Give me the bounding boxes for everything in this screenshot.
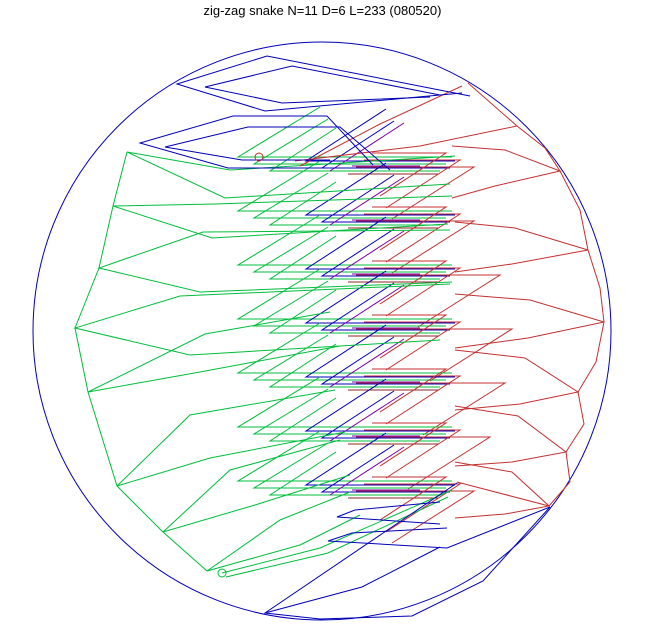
snake-path-segment-90 <box>451 145 562 199</box>
snake-path-segment-8 <box>356 166 476 220</box>
snake-path-segment-78 <box>126 151 456 199</box>
snake-path-segment-91 <box>454 221 589 273</box>
snake-path-segment-94 <box>454 405 568 467</box>
snake-path-segment-11 <box>236 160 452 212</box>
snake-path-segment-13 <box>268 181 440 226</box>
snake-path-segment-109 <box>264 546 441 614</box>
snake-path-segment-100 <box>565 391 585 453</box>
snake-path-segment-104 <box>204 65 441 104</box>
snake-path-segment-98 <box>587 249 605 323</box>
snake-path-segment-88 <box>294 82 519 162</box>
snake-path-segment-81 <box>73 283 451 356</box>
snake-path-segment-84 <box>162 439 351 533</box>
snake-path-segment-70 <box>320 444 450 493</box>
snake-path-segment-85 <box>206 491 361 572</box>
snake-path-segment-86 <box>221 489 453 574</box>
boundary-circle <box>32 41 612 621</box>
path-end-marker <box>254 152 264 162</box>
snake-path-segment-39 <box>329 284 405 334</box>
snake-path-segment-89 <box>299 85 463 167</box>
snake-path-segment-3 <box>304 108 455 162</box>
snake-path-segment-65 <box>372 422 448 467</box>
snake-path-segment-63 <box>356 436 492 490</box>
snake-path-segment-50 <box>329 338 405 388</box>
snake-path-segment-30 <box>356 274 502 328</box>
snake-path-segment-107 <box>327 506 551 549</box>
snake-path-segment-17 <box>329 176 405 226</box>
snake-path-segment-35 <box>268 289 440 334</box>
snake-path-segment-95 <box>454 461 551 519</box>
snake-path-segment-97 <box>559 170 589 251</box>
snake-path-segment-12 <box>252 172 446 219</box>
snake-path-segment-15 <box>320 174 450 223</box>
snake-path-segment-103 <box>175 55 471 112</box>
snake-path-segment-75 <box>364 483 462 533</box>
snake-path-segment-110 <box>336 501 441 525</box>
snake-path-segment-54 <box>372 368 448 413</box>
snake-path-segment-77 <box>74 151 208 572</box>
snake-path-segment-43 <box>372 314 448 359</box>
snake-path-segment-47 <box>304 324 455 378</box>
snake-path-segment-0 <box>236 106 452 158</box>
snake-path-segment-10 <box>372 152 448 197</box>
snake-path-segment-26 <box>320 228 450 277</box>
snake-path-segment-52 <box>356 382 507 436</box>
snake-path-segment-96 <box>516 125 561 172</box>
snake-path-segment-59 <box>320 390 450 439</box>
snake-path-segment-101 <box>548 451 571 507</box>
snake-path-segment-45 <box>252 334 446 381</box>
snake-path-segment-83 <box>116 389 346 487</box>
snake-path-segment-58 <box>304 378 455 432</box>
snake-path-segment-23 <box>252 226 446 273</box>
snake-path-segment-99 <box>577 321 605 393</box>
snake-path-segment-56 <box>252 388 446 435</box>
snake-path-segment-64 <box>364 429 462 479</box>
snake-path-segment-48 <box>320 336 450 385</box>
snake-path-segment-53 <box>364 375 462 425</box>
snake-path-segment-55 <box>236 376 452 428</box>
snake-path-segment-68 <box>268 451 440 496</box>
snake-path-segment-41 <box>356 328 514 382</box>
snake-path-segment-67 <box>252 442 446 489</box>
snake-path-segment-87 <box>225 496 449 578</box>
snake-path-segment-31 <box>364 267 462 317</box>
snake-path-segment-72 <box>329 446 405 496</box>
snake-path-segment-33 <box>236 268 452 320</box>
snake-path-segment-82 <box>87 311 341 393</box>
snake-path-segment-37 <box>320 282 450 331</box>
snake-path-segment-42 <box>364 321 462 371</box>
snake-path-segment-28 <box>329 230 405 280</box>
snake-path-segment-44 <box>236 322 452 374</box>
path-start-marker <box>217 568 227 578</box>
snake-path-segment-14 <box>304 162 455 216</box>
snake-path-segment-25 <box>304 216 455 270</box>
snake-path-segment-24 <box>268 235 440 280</box>
snake-path-segment-74 <box>356 490 476 544</box>
snake-path-segment-46 <box>268 343 440 388</box>
snake-path-segment-92 <box>454 293 605 349</box>
figure-title: zig-zag snake N=11 D=6 L=233 (080520) <box>203 3 442 18</box>
snake-path-segment-20 <box>364 213 462 263</box>
snake-path-segment-1 <box>252 118 446 165</box>
snake-path-segment-102 <box>456 481 550 507</box>
snake-path-segment-19 <box>356 220 476 274</box>
snake-path-segment-80 <box>97 229 453 293</box>
snake-path-segment-69 <box>304 432 455 486</box>
snake-path-segment-108 <box>263 482 551 620</box>
snake-path-segment-34 <box>252 280 446 327</box>
snake-path-segment-66 <box>236 430 452 482</box>
snake-path-segment-93 <box>454 349 580 411</box>
snake-path-segment-32 <box>372 260 448 305</box>
snake-path-segment-57 <box>268 397 440 442</box>
snake-path-segment-2 <box>268 127 440 172</box>
snake-path-segment-105 <box>138 115 374 169</box>
snake-path-segment-79 <box>112 195 453 239</box>
snake-path-segment-21 <box>372 206 448 251</box>
